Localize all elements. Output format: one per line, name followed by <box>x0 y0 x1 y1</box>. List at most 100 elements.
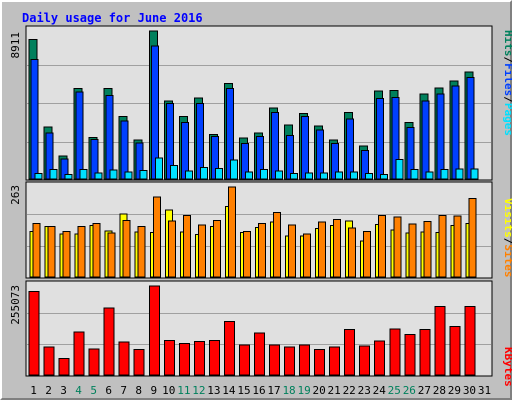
sites-bar <box>107 232 116 278</box>
kbytes-bar <box>434 306 446 376</box>
files-bar <box>286 134 295 180</box>
sites-bar <box>197 224 206 278</box>
kbytes-bar <box>464 305 476 376</box>
pages-bar <box>64 174 73 180</box>
kbytes-bar <box>148 285 160 376</box>
pages-bar <box>275 170 284 180</box>
sites-bar <box>453 215 462 278</box>
legend-kbytes: KBytes <box>502 347 512 387</box>
x-tick-label: 22 <box>343 384 356 397</box>
x-tick-label: 2 <box>45 384 52 397</box>
pages-bar <box>425 171 434 180</box>
kbytes-bar <box>238 344 250 376</box>
x-tick-label: 17 <box>267 384 280 397</box>
legend-files: Files <box>502 63 512 96</box>
x-tick-label: 26 <box>403 384 416 397</box>
pages-bar <box>335 171 344 180</box>
sites-bar <box>423 221 432 278</box>
sites-bar <box>257 223 266 278</box>
sites-bar <box>333 219 342 278</box>
x-tick-label: 15 <box>237 384 250 397</box>
kbytes-bar <box>118 341 130 376</box>
kbytes-bar <box>43 346 55 376</box>
files-bar <box>376 97 385 180</box>
pages-bar <box>410 168 419 180</box>
x-tick-label: 4 <box>75 384 82 397</box>
x-tick-label: 30 <box>463 384 476 397</box>
kbytes-bar <box>208 339 220 376</box>
x-tick-label: 28 <box>433 384 446 397</box>
x-tick-label: 29 <box>448 384 461 397</box>
files-bar <box>180 122 189 180</box>
kbytes-bar <box>314 348 326 376</box>
x-tick-label: 12 <box>192 384 205 397</box>
files-bar <box>271 111 280 180</box>
legend-panel-2: Visits/Sites <box>502 198 512 278</box>
kbytes-bar <box>329 346 341 376</box>
sites-bar <box>393 216 402 278</box>
x-tick-label: 20 <box>313 384 326 397</box>
sites-bar <box>318 221 327 278</box>
pages-bar <box>320 172 329 180</box>
files-bar <box>451 85 460 180</box>
x-tick-label: 25 <box>388 384 401 397</box>
sites-bar <box>438 215 447 278</box>
sites-bar <box>288 224 297 278</box>
sites-bar <box>92 223 101 278</box>
pages-bar <box>350 171 359 180</box>
pages-bar <box>184 170 193 180</box>
files-bar <box>75 91 84 180</box>
x-tick-label: 23 <box>358 384 371 397</box>
files-bar <box>30 58 39 180</box>
sites-bar <box>408 223 417 278</box>
files-bar <box>436 93 445 180</box>
pages-bar <box>214 167 223 180</box>
pages-bar <box>34 173 43 180</box>
sites-bar <box>273 212 282 278</box>
kbytes-bar <box>88 348 100 376</box>
kbytes-bar <box>299 344 311 376</box>
sites-bar <box>212 220 221 278</box>
files-bar <box>105 95 114 180</box>
sites-bar <box>77 226 86 278</box>
pages-bar <box>79 169 88 180</box>
y-max-label: 8911 <box>9 32 22 59</box>
pages-bar <box>244 171 253 180</box>
kbytes-bar <box>344 329 356 376</box>
x-tick-label: 21 <box>328 384 341 397</box>
pages-bar <box>199 167 208 180</box>
y-max-label: 263 <box>9 185 22 205</box>
files-bar <box>346 118 355 180</box>
pages-bar <box>455 168 464 180</box>
kbytes-bar <box>103 307 115 376</box>
sites-bar <box>182 214 191 278</box>
kbytes-bar <box>404 333 416 376</box>
legend-sites: Sites <box>502 244 512 277</box>
legend-hits: Hits <box>502 30 512 57</box>
x-tick-label: 27 <box>418 384 431 397</box>
legend-pages: Pages <box>502 103 512 136</box>
pages-bar <box>94 172 103 180</box>
kbytes-bar <box>73 331 85 376</box>
pages-bar <box>440 168 449 180</box>
kbytes-bar <box>223 320 235 376</box>
files-bar <box>60 158 69 180</box>
x-tick-label: 6 <box>105 384 112 397</box>
kbytes-bar <box>178 342 190 376</box>
pages-bar <box>305 172 314 180</box>
legend-visits: Visits <box>502 198 512 238</box>
x-tick-label: 16 <box>252 384 265 397</box>
sites-bar <box>227 186 236 278</box>
x-tick-label: 24 <box>373 384 387 397</box>
sites-bar <box>348 227 357 278</box>
pages-bar <box>395 159 404 180</box>
sites-bar <box>242 230 251 278</box>
legend-separator: / <box>502 238 512 245</box>
kbytes-bar <box>193 341 205 376</box>
pages-bar <box>109 169 118 180</box>
sites-bar <box>152 196 161 278</box>
x-tick-label: 8 <box>135 384 142 397</box>
files-bar <box>466 76 475 180</box>
